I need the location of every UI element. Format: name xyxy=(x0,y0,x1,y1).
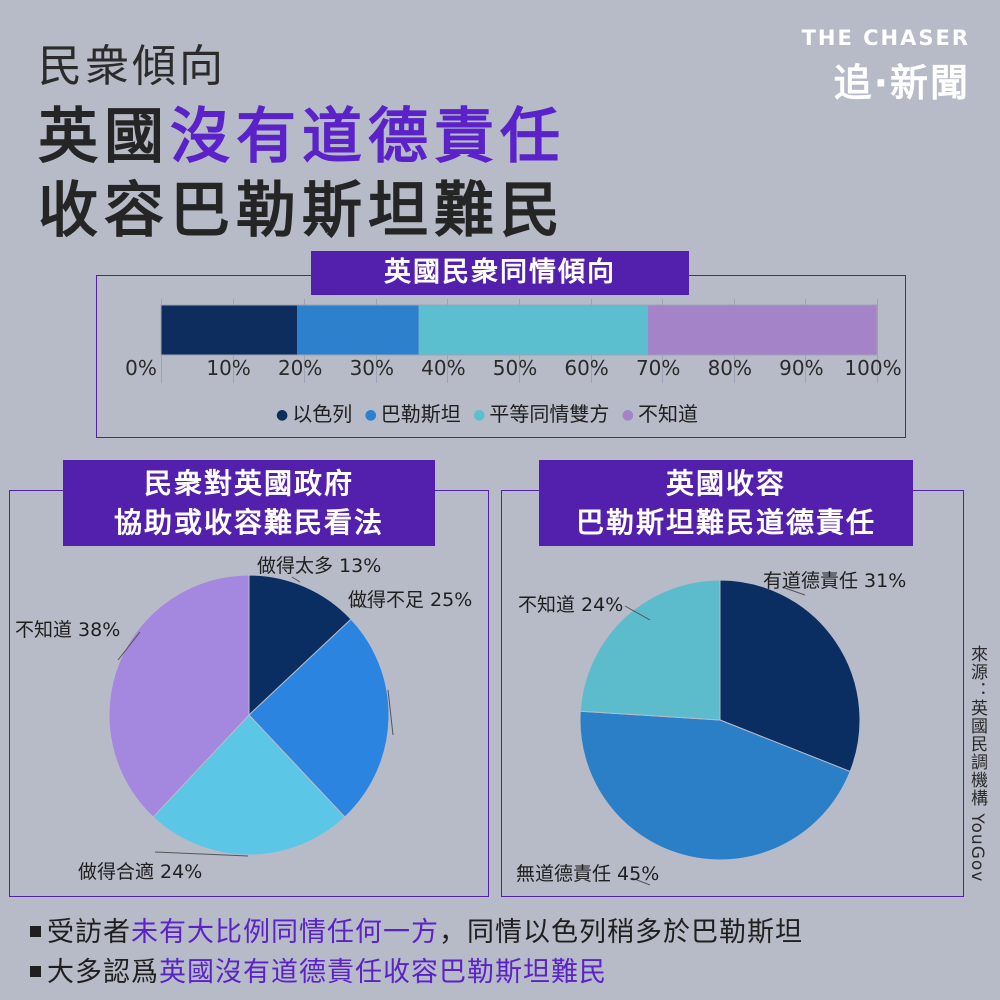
pie-label: 不知道 24% xyxy=(518,594,624,616)
pie-slice xyxy=(248,574,352,717)
bullet-accent: 英國沒有道德責任收容巴勒斯坦難民 xyxy=(159,957,607,988)
bullet-1: 受訪者未有大比例同情任何一方，同情以色列稍多於巴勒斯坦 xyxy=(30,910,803,949)
pie-slice xyxy=(248,618,390,818)
kicker-text: 民衆傾向 xyxy=(38,41,226,92)
leader-line xyxy=(387,689,394,736)
headline-line-1: 英國沒有道德責任 xyxy=(38,88,566,175)
legend-label: 平等同情雙方 xyxy=(489,402,610,426)
right-pie-title: 英國收容 巴勒斯坦難民道德責任 xyxy=(539,460,913,546)
pie-slice xyxy=(579,579,721,721)
left-pie-title: 民衆對英國政府 協助或收容難民看法 xyxy=(63,460,435,546)
leader-line xyxy=(349,604,373,609)
bar-tick-label: 80% xyxy=(707,356,753,380)
bullet-text: 受訪者 xyxy=(47,917,131,948)
pie-label: 不知道 38% xyxy=(15,619,121,641)
pie-label: 做得合適 24% xyxy=(78,861,203,883)
legend-label: 巴勒斯坦 xyxy=(380,402,461,426)
legend-item-israel: ● 以色列 xyxy=(276,398,352,427)
right-pie-title-line1: 英國收容 xyxy=(665,467,786,500)
legend-dot-icon: ● xyxy=(473,407,486,423)
bullet-text: 大多認爲 xyxy=(47,957,159,988)
bullet-square-icon xyxy=(30,926,41,937)
left-pie-title-line2: 協助或收容難民看法 xyxy=(113,506,384,539)
leader-line xyxy=(291,576,301,583)
pie-slice xyxy=(719,579,861,773)
legend-dot-icon: ● xyxy=(364,407,377,423)
bar-tick-label: 10% xyxy=(206,356,251,380)
leader-line xyxy=(631,877,651,886)
pie-slice xyxy=(579,710,851,861)
pie-slice xyxy=(152,714,346,856)
bar-tick-label: 90% xyxy=(779,356,824,380)
pie-label: 無道德責任 45% xyxy=(516,863,660,885)
bar-segment xyxy=(161,305,298,355)
legend-dot-icon: ● xyxy=(621,407,634,423)
bar-chart-title: 英國民衆同情傾向 xyxy=(311,251,689,295)
bullet-text: ，同情以色列稍多於巴勒斯坦 xyxy=(439,917,803,948)
bullet-square-icon xyxy=(30,966,41,977)
legend-label: 不知道 xyxy=(637,402,698,426)
right-pie-title-line2: 巴勒斯坦難民道德責任 xyxy=(575,506,876,539)
leader-line xyxy=(624,605,651,621)
source-note: 來源：英國民調機構 YouGov xyxy=(967,645,987,883)
left-pie-title-line1: 民衆對英國政府 xyxy=(143,467,354,500)
bullet-2: 大多認爲英國沒有道德責任收容巴勒斯坦難民 xyxy=(30,950,607,989)
leader-line xyxy=(781,586,806,596)
leader-line xyxy=(117,631,141,661)
bullet-accent: 未有大比例同情任何一方 xyxy=(131,917,439,948)
headline-line-2: 收容巴勒斯坦難民 xyxy=(38,176,566,246)
bar-legend: ● 以色列 ● 巴勒斯坦 ● 平等同情雙方 ● 不知道 xyxy=(276,398,698,427)
pie-slice xyxy=(108,574,250,818)
bar-segment xyxy=(297,305,419,355)
legend-dot-icon: ● xyxy=(276,407,289,423)
headline-plain: 英國 xyxy=(38,102,170,172)
bar-tick-label: 30% xyxy=(349,356,395,380)
bar-outline xyxy=(160,304,878,356)
bar-tick-label: 0% xyxy=(125,356,157,380)
pie-label: 有道德責任 31% xyxy=(763,570,907,592)
bar-segment xyxy=(647,305,877,355)
legend-label: 以色列 xyxy=(292,402,353,426)
pie-label: 做得不足 25% xyxy=(348,589,473,611)
bar-tick-label: 70% xyxy=(635,356,681,380)
brand-logo-en: THE CHASER xyxy=(801,26,970,50)
bar-tick-label: 40% xyxy=(421,356,466,380)
leader-line xyxy=(154,851,249,857)
bar-tick-label: 100% xyxy=(844,356,902,380)
headline-accent: 沒有道德責任 xyxy=(170,102,566,172)
brand-logo-zh: 追·新聞 xyxy=(833,61,970,105)
pie-label: 做得太多 13% xyxy=(257,555,382,577)
bar-tick-label: 20% xyxy=(277,356,323,380)
legend-item-unknown: ● 不知道 xyxy=(616,398,698,427)
bar-tick-label: 60% xyxy=(564,356,609,380)
bar-tick-label: 50% xyxy=(492,356,538,380)
bar-segment xyxy=(418,305,648,355)
legend-item-palestine: ● 巴勒斯坦 xyxy=(359,398,461,427)
legend-item-both: ● 平等同情雙方 xyxy=(467,398,609,427)
